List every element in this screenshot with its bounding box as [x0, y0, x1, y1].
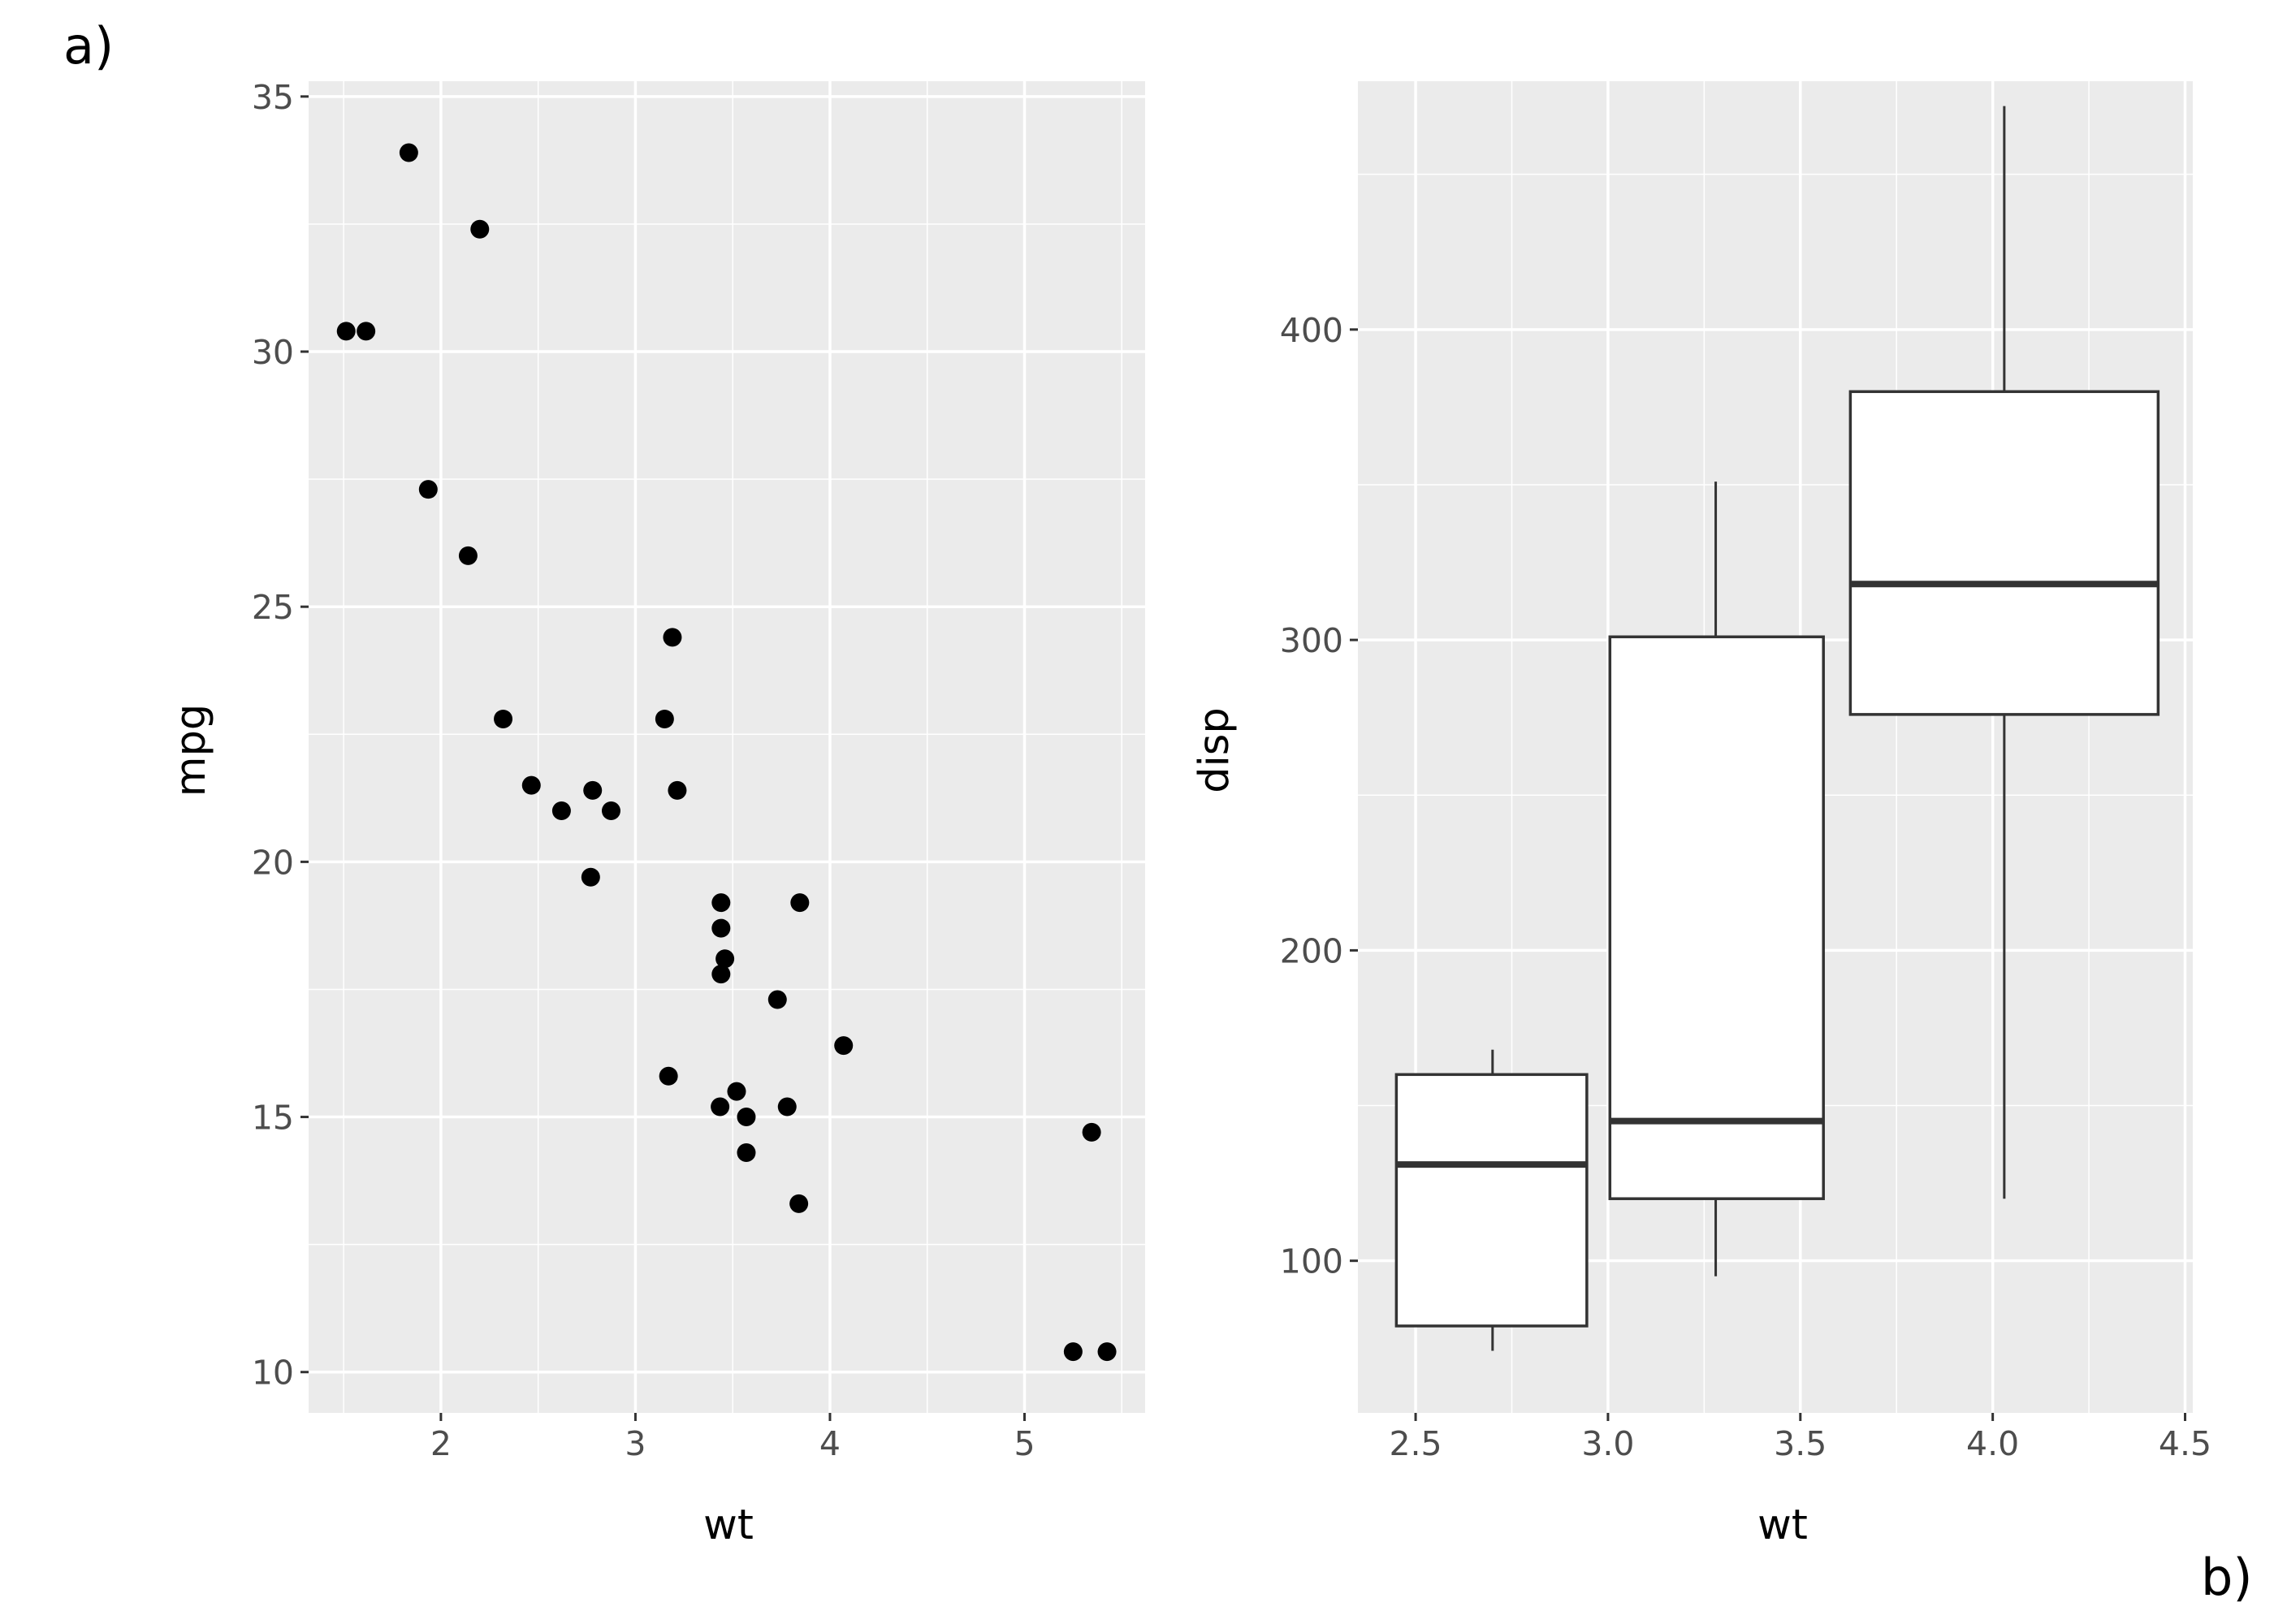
- scatter-y-tick-label: 10: [252, 1354, 294, 1393]
- boxplot-x-tick-label: 3.0: [1581, 1424, 1634, 1463]
- panel-b-tag: b): [2201, 1548, 2253, 1607]
- scatter-point: [711, 918, 731, 938]
- box-body: [1394, 1073, 1589, 1328]
- boxplot-x-tick-label: 4.5: [2159, 1424, 2211, 1463]
- scatter-y-tick-label: 20: [252, 843, 294, 882]
- scatter-point: [711, 1097, 730, 1116]
- scatter-point: [494, 709, 513, 728]
- scatter-point: [834, 1036, 854, 1056]
- scatter-point: [418, 480, 438, 499]
- scatter-panel: 2 3 4 5 10 15 20 25 30 35: [252, 78, 1145, 1463]
- scatter-point: [551, 801, 571, 821]
- scatter-point: [668, 780, 687, 800]
- boxplot-y-tick-label: 300: [1280, 621, 1343, 660]
- boxplot-x-tick-label: 3.5: [1774, 1424, 1827, 1463]
- boxplot-x-tick-label: 4.0: [1966, 1424, 2019, 1463]
- boxplot-y-axis-title: disp: [1191, 707, 1239, 793]
- scatter-y-tick-label: 25: [252, 588, 294, 627]
- scatter-point: [336, 322, 356, 341]
- scatter-point: [521, 775, 541, 795]
- scatter-point: [790, 893, 810, 913]
- scatter-point: [1063, 1342, 1083, 1362]
- scatter-point: [581, 867, 600, 887]
- scatter-point: [601, 801, 620, 821]
- scatter-x-tick-label: 3: [625, 1424, 646, 1463]
- scatter-point: [711, 893, 731, 913]
- box-body: [1608, 635, 1825, 1200]
- boxplot-x-tick-label: 2.5: [1389, 1424, 1442, 1463]
- boxplot-x-axis-title: wt: [1757, 1501, 1808, 1549]
- scatter-point: [399, 143, 418, 162]
- scatter-x-tick-label: 2: [430, 1424, 452, 1463]
- scatter-x-tick-label: 5: [1014, 1424, 1035, 1463]
- box-body: [1848, 390, 2160, 716]
- scatter-point: [777, 1097, 797, 1116]
- scatter-x-axis-title: wt: [703, 1501, 754, 1549]
- panel-a-tag: a): [63, 16, 114, 76]
- scatter-point: [458, 546, 478, 565]
- boxplot-y-tick-label: 400: [1280, 311, 1343, 350]
- scatter-point: [357, 322, 376, 341]
- scatter-point: [663, 628, 682, 647]
- boxplot-y-tick-label: 100: [1280, 1242, 1343, 1281]
- scatter-point: [659, 1066, 678, 1086]
- scatter-x-tick-label: 4: [819, 1424, 841, 1463]
- scatter-point: [789, 1194, 809, 1213]
- scatter-point: [737, 1143, 756, 1163]
- scatter-y-tick-label: 30: [252, 333, 294, 372]
- scatter-y-tick-label: 15: [252, 1099, 294, 1138]
- scatter-point: [737, 1108, 756, 1127]
- scatter-point: [1082, 1122, 1101, 1142]
- scatter-point: [715, 949, 735, 969]
- boxplot-panel: 2.5 3.0 3.5 4.0 4.5 100 200 300 400: [1280, 81, 2211, 1463]
- scatter-point: [767, 990, 787, 1009]
- scatter-point: [583, 780, 603, 800]
- scatter-point: [1097, 1342, 1117, 1362]
- scatter-point: [655, 709, 674, 728]
- scatter-point: [711, 965, 731, 984]
- scatter-y-axis-title: mpg: [167, 704, 215, 797]
- scatter-point: [470, 219, 490, 239]
- boxplot-y-tick-label: 200: [1280, 931, 1343, 970]
- scatter-y-tick-label: 35: [252, 78, 294, 117]
- scatter-panel-background: [309, 81, 1145, 1413]
- scatter-point: [727, 1082, 746, 1101]
